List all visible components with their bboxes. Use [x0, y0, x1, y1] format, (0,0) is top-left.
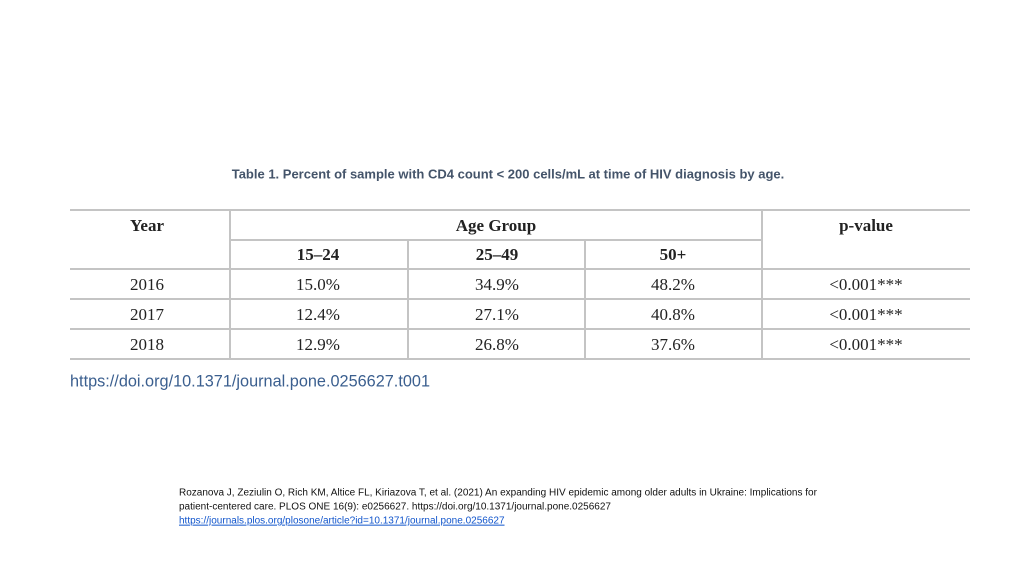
subheader-age-bin: 15–24	[297, 245, 340, 264]
subheader-age-bin: 50+	[660, 245, 687, 264]
value-cell: 37.6%	[651, 335, 695, 354]
citation-line: patient-centered care. PLOS ONE 16(9): e…	[179, 502, 611, 513]
value-cell: 15.0%	[296, 275, 340, 294]
year-cell: 2016	[130, 275, 164, 294]
value-cell: 34.9%	[475, 275, 519, 294]
table-body: 15–24 25–49 50+ 2016 15.0% 34.9% 48.2% <0.001**…	[130, 245, 903, 354]
value-cell: 12.9%	[296, 335, 340, 354]
year-cell: 2017	[130, 305, 165, 324]
value-cell: 12.4%	[296, 305, 340, 324]
value-cell: <0.001***	[829, 275, 902, 294]
value-cell: 27.1%	[475, 305, 519, 324]
citation-line: Rozanova J, Zeziulin O, Rich KM, Altice …	[179, 488, 818, 499]
subheader-age-bin: 25–49	[476, 245, 519, 264]
header-p-value: p-value	[839, 216, 893, 235]
value-cell: <0.001***	[829, 335, 902, 354]
doi-link[interactable]: https://doi.org/10.1371/journal.pone.025…	[70, 371, 430, 390]
header-age-group: Age Group	[456, 216, 536, 235]
slide-title: Table 1. Percent of sample with CD4 coun…	[232, 166, 785, 181]
citation: Rozanova J, Zeziulin O, Rich KM, Altice …	[179, 488, 818, 527]
value-cell: 40.8%	[651, 305, 695, 324]
table-grid	[70, 209, 970, 360]
citation-link[interactable]: https://journals.plos.org/plosone/articl…	[179, 516, 505, 527]
value-cell: 26.8%	[475, 335, 519, 354]
year-cell: 2018	[130, 335, 164, 354]
value-cell: 48.2%	[651, 275, 695, 294]
header-year: Year	[130, 216, 164, 235]
value-cell: <0.001***	[829, 305, 902, 324]
